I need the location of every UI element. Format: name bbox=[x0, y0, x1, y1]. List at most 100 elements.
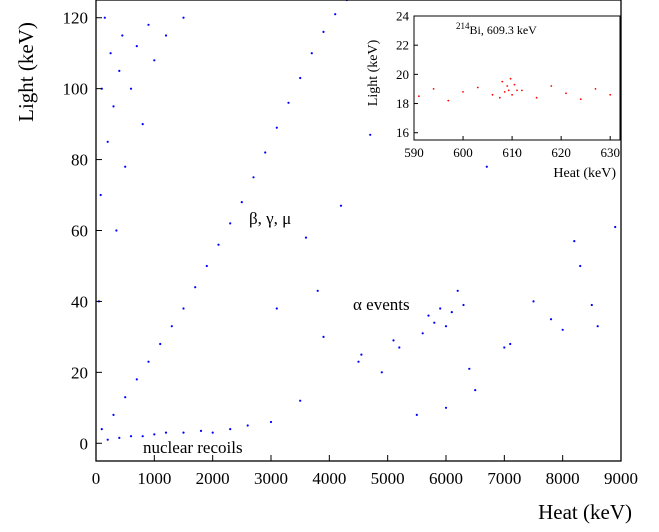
main-point-s2-7 bbox=[439, 307, 442, 310]
main-point-s0-11 bbox=[229, 222, 232, 225]
main-x-tick-label-7000: 7000 bbox=[487, 469, 521, 488]
main-y-tick-label-120: 120 bbox=[63, 9, 89, 28]
main-x-tick-label-9000: 9000 bbox=[604, 469, 638, 488]
nuclear-recoils-annotation: nuclear recoils bbox=[143, 438, 243, 457]
inset-x-axis-title: Heat (keV) bbox=[553, 166, 616, 181]
main-x-tick-label-8000: 8000 bbox=[546, 469, 580, 488]
inset-point-s0-10 bbox=[579, 98, 582, 101]
main-point-s3-5 bbox=[164, 431, 168, 434]
inset-point-s0-7 bbox=[535, 96, 538, 99]
inset-point-s0-6 bbox=[521, 89, 523, 92]
inset-point-s0-12 bbox=[609, 93, 612, 96]
inset-point-s0-1 bbox=[432, 88, 435, 90]
x-axis-title: Heat (keV) bbox=[538, 500, 632, 524]
inset-plot: 590 600 610 620 630 16 18 20 22 24 Heat (keV) Li… bbox=[366, 9, 621, 181]
inset-point-s0-5 bbox=[491, 93, 494, 96]
inset-y-tick-label-24: 24 bbox=[396, 9, 410, 24]
main-point-s1-10 bbox=[124, 165, 127, 168]
inset-point-s1-8 bbox=[516, 89, 518, 92]
main-point-s0-5 bbox=[159, 342, 162, 346]
main-point-s2-23 bbox=[614, 225, 617, 229]
main-point-s1-4 bbox=[106, 140, 109, 143]
main-point-s2-13 bbox=[474, 389, 477, 392]
main-point-s2-1 bbox=[360, 353, 363, 356]
main-point-s1-12 bbox=[135, 45, 138, 48]
main-point-s2-8 bbox=[444, 325, 448, 328]
main-point-s1-7 bbox=[115, 229, 118, 232]
main-point-s0-6 bbox=[170, 325, 173, 328]
main-point-s2-15 bbox=[509, 342, 512, 346]
main-point-s2-11 bbox=[462, 303, 465, 307]
inset-point-s1-4 bbox=[507, 89, 510, 92]
inset-point-s0-4 bbox=[476, 86, 479, 89]
main-point-s1-9 bbox=[121, 34, 124, 37]
main-point-s2-22 bbox=[596, 325, 599, 328]
main-point-s4-10 bbox=[514, 151, 518, 154]
main-point-s3-0 bbox=[106, 438, 109, 441]
inset-x-tick-label-590: 590 bbox=[404, 145, 424, 160]
main-y-tick-label-0: 0 bbox=[80, 434, 89, 453]
main-point-s0-10 bbox=[217, 243, 220, 246]
main-point-s0-14 bbox=[264, 151, 267, 154]
main-point-s2-19 bbox=[573, 240, 576, 243]
inset-point-s1-7 bbox=[513, 83, 516, 86]
inset-y-tick-label-20: 20 bbox=[396, 67, 409, 82]
main-y-ticks: 0 20 40 60 80 100 120 bbox=[63, 9, 102, 453]
main-point-s1-14 bbox=[147, 23, 150, 26]
main-point-s2-12 bbox=[468, 367, 471, 370]
main-x-tick-label-5000: 5000 bbox=[371, 469, 405, 488]
main-point-s2-9 bbox=[450, 311, 453, 314]
inset-y-tick-label-16: 16 bbox=[396, 125, 410, 140]
inset-point-s1-5 bbox=[509, 77, 512, 80]
main-point-s4-7 bbox=[415, 413, 418, 416]
main-point-s3-11 bbox=[269, 420, 273, 424]
main-point-s1-1 bbox=[99, 193, 102, 197]
main-point-s4-6 bbox=[316, 289, 319, 292]
main-y-tick-label-100: 100 bbox=[63, 80, 89, 99]
inset-x-tick-label-600: 600 bbox=[453, 145, 473, 160]
main-point-s0-12 bbox=[240, 201, 243, 204]
main-point-s2-18 bbox=[561, 328, 564, 331]
inset-point-s1-3 bbox=[506, 85, 509, 87]
inset-point-s0-3 bbox=[462, 91, 464, 93]
inset-point-s0-2 bbox=[447, 99, 450, 102]
inset-y-tick-label-22: 22 bbox=[396, 38, 409, 53]
main-point-s3-4 bbox=[153, 433, 156, 436]
inset-y-tick-label-18: 18 bbox=[396, 96, 409, 111]
inset-point-s1-1 bbox=[501, 80, 504, 83]
main-y-tick-label-80: 80 bbox=[71, 151, 88, 170]
main-point-s2-16 bbox=[532, 300, 535, 303]
main-x-tick-label-2000: 2000 bbox=[196, 469, 230, 488]
main-point-s4-2 bbox=[322, 335, 325, 338]
main-data-points bbox=[97, 0, 617, 441]
main-point-s1-5 bbox=[109, 52, 112, 55]
main-point-s4-5 bbox=[380, 371, 383, 374]
main-point-s4-11 bbox=[304, 236, 308, 239]
main-x-tick-label-4000: 4000 bbox=[312, 469, 346, 488]
main-plot: 0 1000 2000 3000 4000 5000 6000 7000 8000 9000 0 2… bbox=[14, 0, 638, 524]
main-point-s4-3 bbox=[339, 204, 343, 207]
main-point-s2-4 bbox=[421, 332, 424, 335]
main-point-s0-2 bbox=[124, 396, 127, 399]
main-point-s1-16 bbox=[164, 34, 168, 37]
main-point-s0-8 bbox=[194, 286, 197, 289]
main-point-s0-4 bbox=[147, 360, 150, 363]
main-point-s0-16 bbox=[287, 101, 290, 104]
main-x-tick-label-0: 0 bbox=[92, 469, 101, 488]
main-point-s0-3 bbox=[135, 378, 138, 381]
beta-gamma-muon-annotation: β, γ, μ bbox=[249, 209, 291, 228]
main-point-s0-18 bbox=[310, 52, 313, 55]
main-x-tick-label-1000: 1000 bbox=[137, 469, 171, 488]
main-point-s1-17 bbox=[182, 16, 185, 19]
main-point-s0-17 bbox=[299, 76, 302, 80]
inset-x-tick-label-630: 630 bbox=[600, 145, 620, 160]
main-point-s3-7 bbox=[199, 429, 203, 432]
main-x-tick-label-3000: 3000 bbox=[254, 469, 288, 488]
main-point-s1-15 bbox=[153, 59, 156, 62]
inset-annotation-superscript: 214 bbox=[456, 21, 470, 31]
inset-point-s1-2 bbox=[503, 91, 506, 93]
main-point-s4-9 bbox=[485, 165, 488, 168]
inset-annotation-text: Bi, 609.3 keV bbox=[470, 23, 538, 37]
